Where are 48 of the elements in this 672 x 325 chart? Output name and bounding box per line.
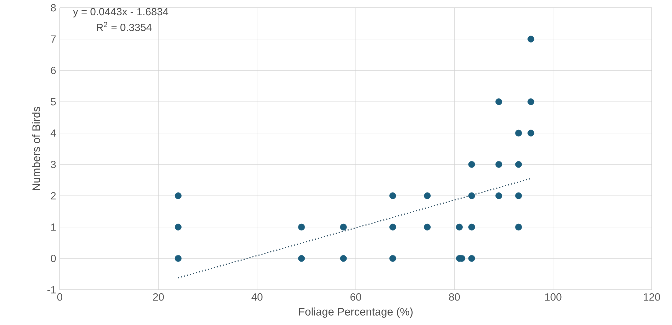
point [340,255,348,262]
point [468,224,476,231]
y-tick-label: 0 [51,254,56,262]
y-tick-label: 4 [50,130,56,137]
point [528,36,535,43]
point [390,224,396,231]
point [515,224,522,231]
point [496,161,502,168]
x-tick-label: 60 [350,294,362,301]
point [515,130,522,137]
point [515,192,522,200]
y-tick-label: 5 [51,98,56,106]
point [424,192,431,200]
point [390,192,396,200]
x-tick-label: 100 [545,294,562,301]
point [496,192,502,200]
y-tick-label: 8 [51,4,56,12]
y-tick-label: -1 [48,286,56,294]
annotation: y = 0.0443x - 1.6834 [73,8,169,18]
point [424,224,431,231]
y-tick-label: 7 [51,36,56,43]
annotation: R$^{2}$ = 0.3354 [97,22,152,32]
point [340,224,348,231]
y-tick-label: 2 [51,192,56,200]
x-tick-label: 120 [644,294,660,301]
point [468,161,476,168]
point [390,255,396,262]
point [175,192,182,200]
point [468,192,476,200]
x-axis-title: Foliage Percentage (%) [299,308,413,318]
point [456,224,463,231]
x-tick-label: 40 [252,294,263,301]
y-tick-label: 1 [51,224,56,231]
point [175,255,182,262]
x-tick-label: 20 [153,294,164,301]
point [468,255,476,262]
y-axis-title: Numbers of Birds [32,107,40,190]
x-tick-label: 80 [449,294,460,301]
y-tick-label: 6 [51,66,56,74]
point [528,130,535,137]
x-tick-label: 0 [58,294,62,301]
point [298,255,306,262]
y-tick-label: 3 [51,160,56,168]
point [528,98,535,106]
point [298,224,306,231]
point [496,98,502,106]
point [175,224,182,231]
point [515,161,522,168]
